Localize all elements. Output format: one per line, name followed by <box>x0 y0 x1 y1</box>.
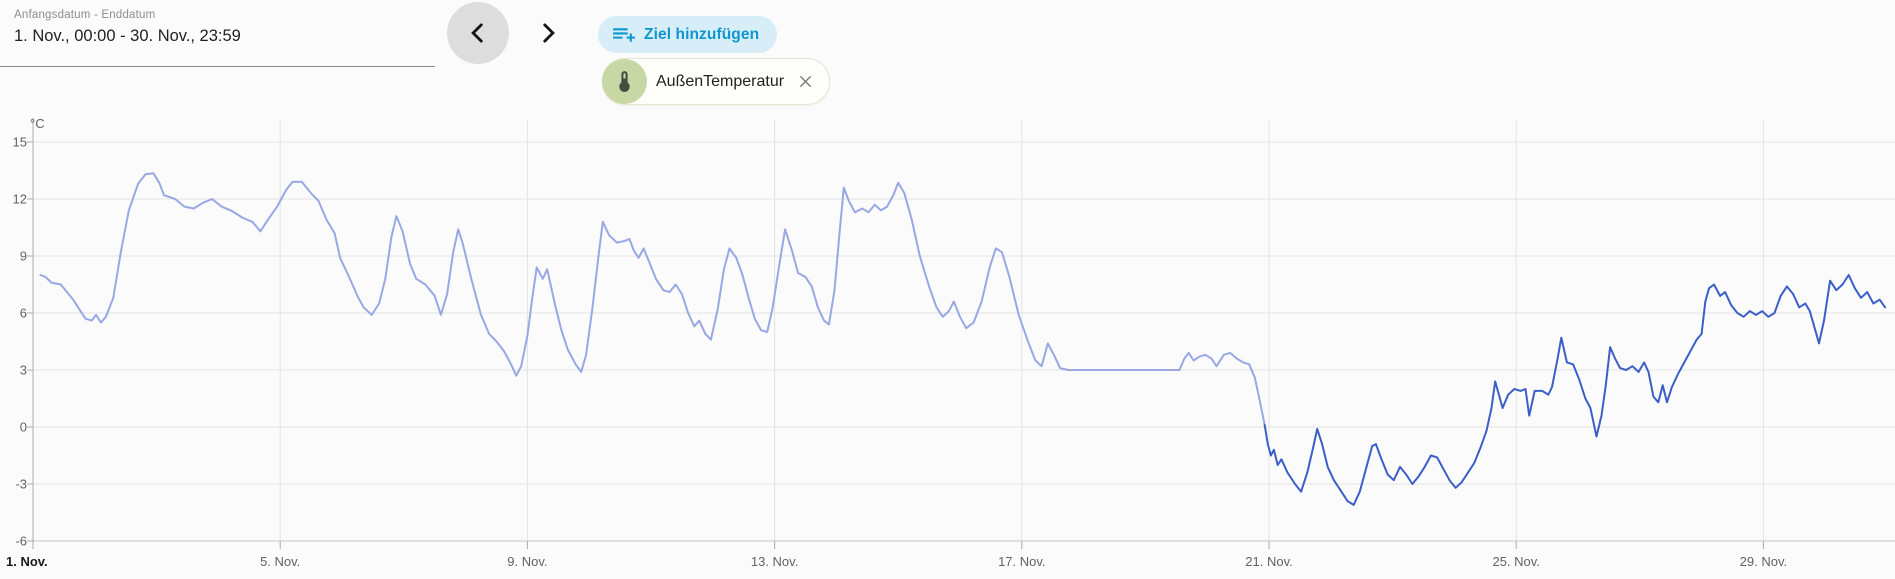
date-range-field[interactable]: Anfangsdatum - Enddatum 1. Nov., 00:00 -… <box>0 0 435 67</box>
temperature-line <box>1263 274 1887 506</box>
x-axis-label: 1. Nov. <box>6 554 48 569</box>
y-axis-label: 9 <box>20 249 27 264</box>
temperature-line <box>39 172 1266 427</box>
add-target-button[interactable]: Ziel hinzufügen <box>598 16 778 53</box>
date-range-label: Anfangsdatum - Enddatum <box>14 9 156 21</box>
x-axis-label: 9. Nov. <box>507 554 547 569</box>
date-range-value: 1. Nov., 00:00 - 30. Nov., 23:59 <box>14 27 241 45</box>
y-axis-label: -3 <box>15 477 27 492</box>
x-axis-label: 25. Nov. <box>1492 554 1539 569</box>
thermometer-icon <box>602 59 647 104</box>
x-axis-label: 21. Nov. <box>1245 554 1292 569</box>
entity-chip-label: AußenTemperatur <box>656 72 785 90</box>
y-axis-label: 6 <box>20 306 27 321</box>
y-axis-label: 15 <box>13 135 27 150</box>
close-icon <box>796 72 815 91</box>
y-axis-label: 12 <box>13 192 27 207</box>
x-axis-label: 13. Nov. <box>751 554 798 569</box>
y-axis-label: -6 <box>15 534 27 549</box>
remove-entity-button[interactable] <box>794 70 817 93</box>
add-target-label: Ziel hinzufügen <box>644 25 760 43</box>
previous-period-button[interactable] <box>447 2 509 64</box>
chevron-left-icon <box>465 20 491 46</box>
x-axis-label: 17. Nov. <box>998 554 1045 569</box>
next-period-button[interactable] <box>517 2 579 64</box>
y-axis-unit-label: °C <box>30 116 45 131</box>
y-axis-label: 3 <box>20 363 27 378</box>
entity-chip-aussentemperatur[interactable]: AußenTemperatur <box>602 58 831 105</box>
playlist-plus-icon <box>611 22 636 47</box>
chevron-right-icon <box>535 20 561 46</box>
x-axis-label: 29. Nov. <box>1740 554 1787 569</box>
y-axis-label: 0 <box>20 420 27 435</box>
x-axis-label: 5. Nov. <box>260 554 300 569</box>
